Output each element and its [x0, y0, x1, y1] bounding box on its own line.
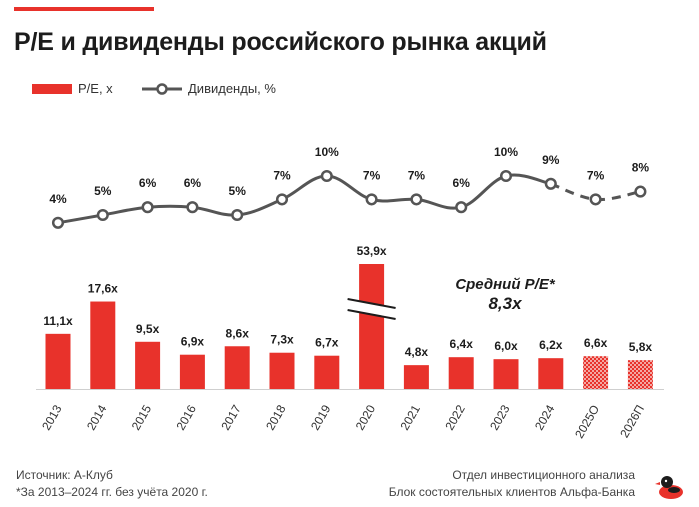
page-title: P/E и дивиденды российского рынка акций — [14, 28, 547, 56]
x-tick-2014: 2014 — [84, 402, 110, 432]
department-line-2: Блок состоятельных клиентов Альфа-Банка — [388, 485, 635, 499]
footnote-text: *За 2013–2024 гг. без учёта 2020 г. — [16, 485, 208, 499]
pe-bar-2026П — [627, 360, 653, 389]
axis-break-line-bottom — [347, 309, 396, 320]
duck-logo-icon — [655, 476, 683, 499]
dividend-point-2025О — [589, 193, 602, 206]
dividend-point-2026П — [634, 185, 647, 198]
legend-bar-swatch — [32, 84, 72, 94]
legend-line-swatch — [142, 83, 182, 95]
dividend-label-2023: 10% — [494, 145, 518, 159]
dividend-label-2019: 10% — [315, 145, 339, 159]
dividend-label-2014: 5% — [94, 184, 112, 198]
dividend-label-2020: 7% — [363, 168, 381, 182]
x-tick-2022: 2022 — [442, 402, 468, 432]
dividend-point-2018 — [275, 193, 289, 206]
legend-line-label: Дивиденды, % — [188, 81, 276, 96]
pe-bar-2021 — [403, 365, 429, 389]
pe-label-2015: 9,5x — [136, 322, 160, 336]
pe-bar-2018 — [269, 352, 295, 389]
pe-label-2025О: 6,6x — [584, 336, 608, 350]
dividend-line-forecast — [550, 182, 641, 202]
dividend-label-2013: 4% — [49, 192, 67, 206]
dividend-point-2019 — [320, 169, 333, 183]
x-tick-2021: 2021 — [398, 402, 424, 432]
pe-bar-2022 — [448, 357, 474, 389]
pe-bar-2020 — [359, 264, 385, 389]
department-line-1: Отдел инвестиционного анализа — [452, 468, 635, 482]
dividend-point-2014 — [96, 208, 109, 222]
pe-label-2014: 17,6x — [88, 282, 118, 296]
dividend-label-2026П: 8% — [632, 161, 650, 175]
pe-bar-2019 — [314, 355, 340, 389]
dividend-line-actual — [57, 173, 552, 225]
x-tick-2026П: 2026П — [617, 403, 647, 441]
x-tick-2015: 2015 — [129, 402, 155, 432]
x-tick-2023: 2023 — [487, 402, 513, 432]
dividend-label-2017: 5% — [229, 184, 247, 198]
dividend-label-2021: 7% — [408, 168, 426, 182]
x-tick-2024: 2024 — [532, 402, 558, 432]
pe-label-2026П: 5,8x — [629, 340, 653, 354]
dividend-point-2015 — [141, 201, 154, 214]
axis-break-gap — [349, 300, 395, 318]
footer-department: Отдел инвестиционного анализа Блок состо… — [389, 467, 635, 501]
dividend-label-2016: 6% — [184, 176, 202, 190]
pe-label-2019: 6,7x — [315, 336, 339, 350]
pe-label-2017: 8,6x — [226, 326, 250, 340]
legend-bar-label: P/E, х — [78, 81, 113, 96]
pe-label-2018: 7,3x — [270, 333, 294, 347]
pe-label-2016: 6,9x — [181, 335, 205, 349]
pe-bar-2025О — [583, 356, 609, 389]
axis-break-line-top — [347, 298, 396, 309]
pe-label-2024: 6,2x — [539, 338, 563, 352]
dividend-label-2018: 7% — [273, 168, 291, 182]
pe-label-2022: 6,4x — [450, 337, 474, 351]
x-tick-2018: 2018 — [263, 402, 289, 432]
dividend-point-2021 — [410, 193, 423, 206]
dividend-label-2024: 9% — [542, 153, 560, 167]
dividend-label-2022: 6% — [453, 176, 471, 190]
dividend-point-2017 — [231, 208, 244, 222]
average-pe-label: Средний P/E* — [455, 276, 555, 293]
average-pe-value: 8,3x — [488, 294, 522, 313]
x-tick-2016: 2016 — [174, 402, 200, 432]
average-pe-annotation: Средний P/E* 8,3x — [440, 276, 570, 314]
pe-label-2020: 53,9x — [357, 244, 387, 258]
dividend-point-2013 — [51, 216, 65, 229]
pe-bar-2015 — [135, 341, 161, 389]
dividend-point-2024 — [544, 177, 557, 190]
pe-bar-2016 — [179, 354, 205, 389]
x-tick-2017: 2017 — [218, 402, 244, 432]
x-tick-2025О: 2025О — [572, 403, 602, 441]
pe-bar-2017 — [224, 346, 250, 389]
dividend-label-2015: 6% — [139, 176, 157, 190]
dividend-point-2016 — [186, 201, 199, 214]
dividend-point-2022 — [455, 201, 468, 214]
dividend-point-2020 — [365, 193, 378, 206]
pe-bar-2023 — [493, 359, 519, 389]
x-tick-2013: 2013 — [39, 402, 65, 432]
pe-label-2023: 6,0x — [494, 339, 518, 353]
footer-source: Источник: А-Клуб *За 2013–2024 гг. без у… — [16, 467, 208, 501]
x-tick-2020: 2020 — [353, 402, 379, 432]
dividend-label-2025О: 7% — [587, 168, 605, 182]
pe-bar-2013 — [45, 333, 71, 389]
pe-bar-2014 — [90, 301, 116, 389]
accent-bar — [14, 7, 154, 11]
x-tick-2019: 2019 — [308, 402, 334, 432]
pe-label-2021: 4,8x — [405, 345, 429, 359]
pe-bar-2024 — [538, 358, 564, 389]
dividend-point-2023 — [499, 169, 513, 183]
pe-label-2013: 11,1x — [43, 314, 73, 328]
pe-dividends-chart: 11,1x 17,6x 9,5x 6,9x 8,6x 7,3x 6,7x 53,9x 4,8x 6… — [36, 145, 664, 441]
source-text: Источник: А-Клуб — [16, 468, 113, 482]
